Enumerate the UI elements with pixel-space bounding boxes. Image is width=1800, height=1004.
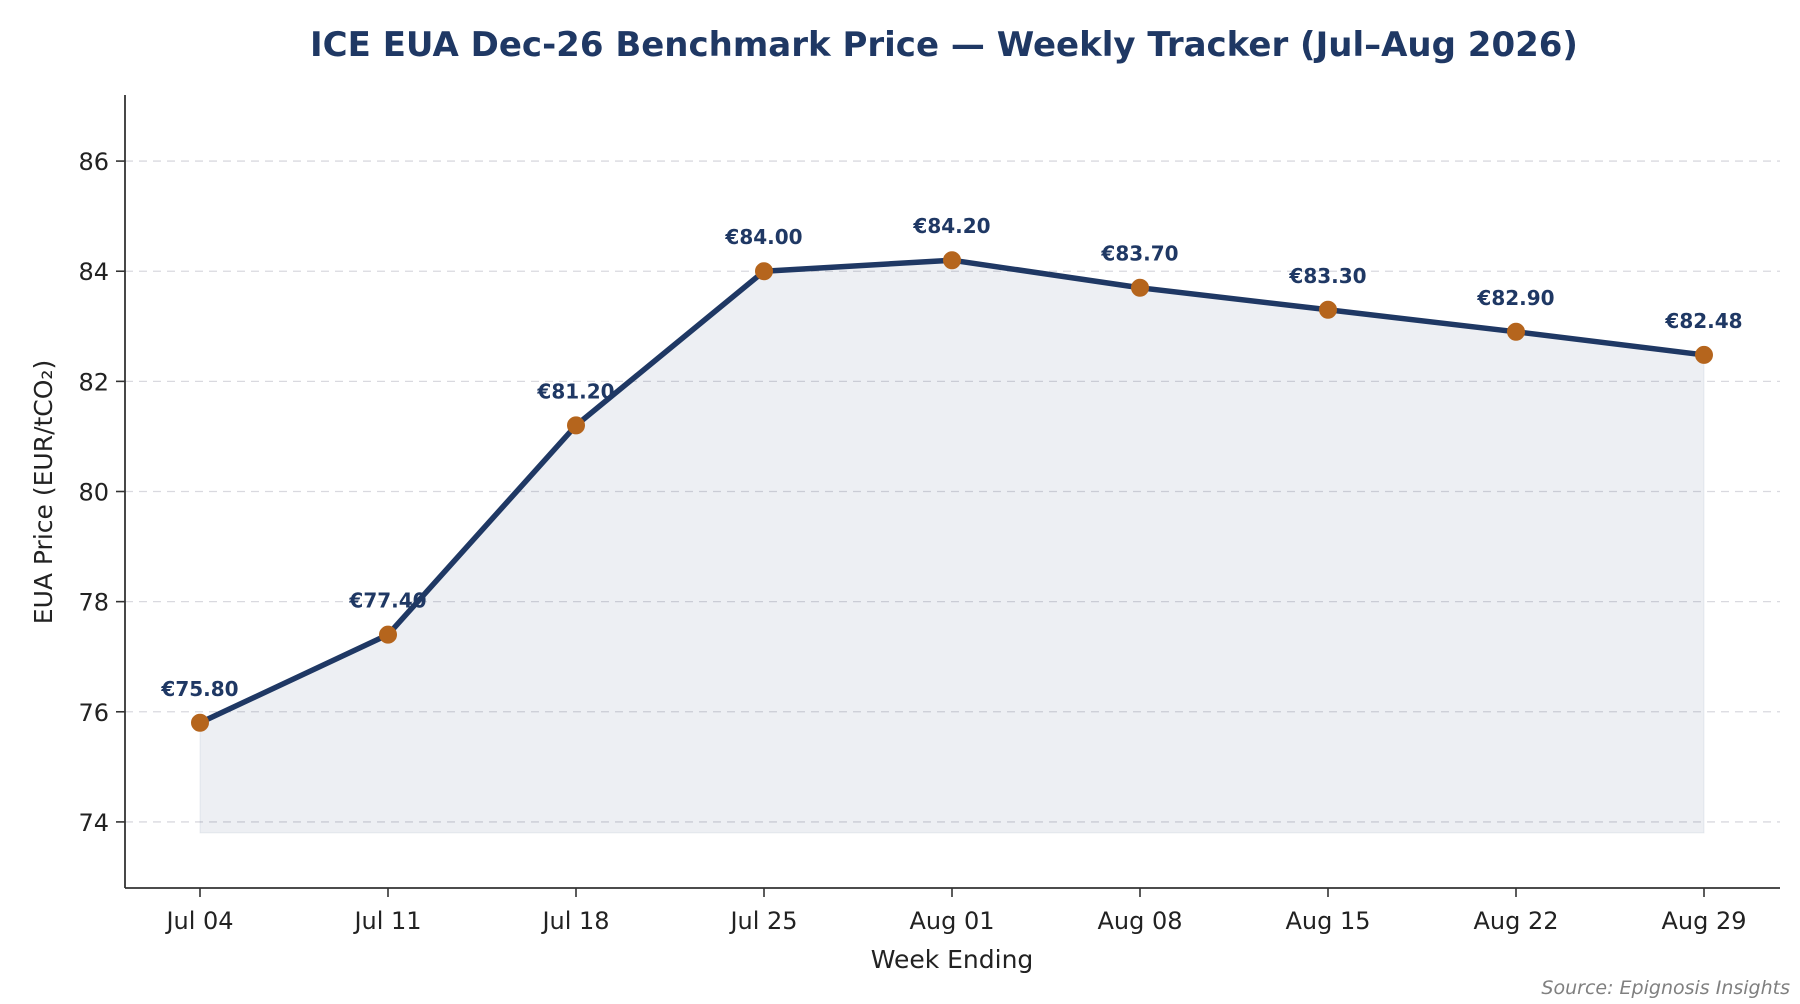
price-data-label: €81.20 [536,379,614,403]
price-marker [1507,322,1525,341]
price-marker [1695,345,1713,364]
x-tick-label: Jul 25 [728,907,797,935]
price-marker [943,251,961,270]
x-tick-label: Jul 11 [352,907,421,935]
x-tick-label: Aug 08 [1097,907,1182,935]
x-axis-ticks: Jul 04 Jul 11 Jul 18 Jul 25 Aug 01 Aug 08 Aug … [164,888,1747,935]
y-tick-label: 84 [78,258,109,286]
y-tick-label: 82 [78,368,109,396]
y-tick-label: 76 [78,699,109,727]
x-axis-title: Week Ending [871,945,1034,974]
y-tick-label: 80 [78,479,109,507]
price-data-label: €77.40 [348,589,426,613]
x-tick-label: Aug 22 [1473,907,1558,935]
x-tick-label: Jul 18 [540,907,609,935]
y-tick-label: 86 [78,148,109,176]
x-tick-label: Aug 15 [1285,907,1370,935]
price-markers [191,251,1713,732]
y-axis-ticks: 74 76 78 80 82 84 86 [78,148,125,837]
price-marker [191,713,209,732]
price-area-fill [199,259,1705,834]
y-tick-label: 78 [78,589,109,617]
price-marker [1319,300,1337,319]
price-data-labels: €75.80 €77.40 €81.20 €84.00 €84.20 €83.70 €83.… [160,214,1742,701]
price-data-label: €75.80 [160,677,238,701]
price-marker [1131,278,1149,297]
price-data-label: €82.48 [1664,309,1742,333]
price-marker [567,416,585,435]
grid-lines [125,160,1780,823]
x-tick-label: Aug 01 [909,907,994,935]
price-data-label: €84.00 [724,225,802,249]
price-data-label: €82.90 [1476,286,1554,310]
y-axis-title: EUA Price (EUR/tCO₂) [29,360,58,624]
chart-title: ICE EUA Dec-26 Benchmark Price — Weekly … [310,25,1578,65]
price-data-label: €84.20 [912,214,990,238]
price-marker [379,625,397,644]
x-tick-label: Jul 04 [164,907,233,935]
x-tick-label: Aug 29 [1661,907,1746,935]
y-tick-label: 74 [78,809,109,837]
price-marker [755,262,773,281]
source-note: Source: Epignosis Insights [1541,977,1790,999]
price-data-label: €83.30 [1288,264,1366,288]
price-data-label: €83.70 [1100,242,1178,266]
